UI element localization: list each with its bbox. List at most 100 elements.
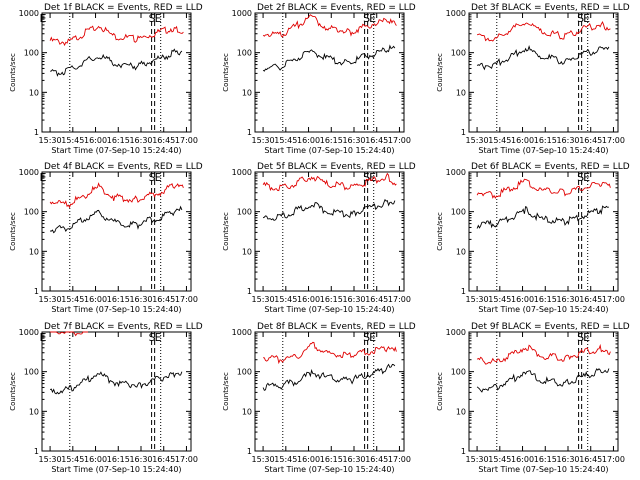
x-tick-label: 16:45 (152, 455, 175, 464)
x-tick-label: 17:00 (602, 136, 625, 145)
y-tick-label: 10 (456, 247, 466, 256)
panel-title: Det 9f BLACK = Events, RED = LLD (471, 322, 630, 332)
panel-title: Det 6f BLACK = Events, RED = LLD (471, 162, 630, 172)
panel-title: Det 4f BLACK = Events, RED = LLD (44, 162, 203, 172)
y-tick-label: 1 (461, 287, 466, 296)
x-tick-label: 15:30 (39, 295, 62, 304)
x-tick-label: 16:15 (107, 295, 130, 304)
y-tick-label: 1 (461, 128, 466, 137)
x-tick-label: 15:30 (39, 455, 62, 464)
x-tick-label: 16:15 (107, 136, 130, 145)
x-tick-label: 15:45 (274, 455, 297, 464)
x-tick-label: 16:30 (129, 455, 152, 464)
y-tick-label: 100 (24, 49, 39, 58)
x-tick-label: 16:45 (365, 295, 388, 304)
y-tick-label: 1000 (19, 328, 39, 337)
series-line-lld (476, 20, 611, 42)
x-tick-label: 16:00 (84, 136, 107, 145)
y-tick-label: 100 (237, 368, 252, 377)
x-tick-label: 16:00 (297, 136, 320, 145)
x-tick-label: 16:45 (365, 455, 388, 464)
plot-frame (468, 12, 619, 133)
x-tick-label: 15:45 (61, 136, 84, 145)
annotation-label: E (40, 171, 47, 184)
x-tick-label: 16:00 (84, 455, 107, 464)
y-axis-title: Counts/sec (436, 212, 444, 251)
y-tick-label: 10 (456, 88, 466, 97)
plot-frame (468, 331, 619, 452)
y-tick-label: 1 (34, 447, 39, 456)
x-axis-title: Start Time (07-Sep-10 15:24:40) (51, 305, 181, 314)
annotation-label: E (155, 12, 162, 25)
series-line-events (49, 371, 183, 395)
series-line-lld (262, 14, 397, 38)
y-tick-label: 1000 (446, 328, 466, 337)
y-axis-title: Counts/sec (222, 212, 230, 251)
x-tick-label: 15:30 (39, 136, 62, 145)
x-tick-label: 16:30 (556, 455, 579, 464)
x-tick-label: 15:30 (466, 455, 489, 464)
annotation-label: E (40, 12, 47, 25)
x-tick-label: 16:00 (297, 455, 320, 464)
x-tick-label: 15:45 (61, 455, 84, 464)
series-line-lld (49, 25, 184, 47)
x-tick-label: 16:00 (511, 455, 534, 464)
y-tick-label: 10 (29, 247, 39, 256)
annotation-label: E (583, 171, 590, 184)
y-tick-label: 10 (29, 407, 39, 416)
x-axis-title: Start Time (07-Sep-10 15:24:40) (264, 305, 394, 314)
x-tick-label: 17:00 (388, 136, 411, 145)
y-tick-label: 100 (451, 208, 466, 217)
x-tick-label: 16:45 (579, 295, 602, 304)
annotation-label: E (369, 331, 376, 344)
annotation-label: S (149, 12, 156, 25)
annotation-label: S (149, 331, 156, 344)
y-tick-label: 1000 (446, 9, 466, 18)
x-tick-label: 17:00 (602, 295, 625, 304)
x-tick-label: 16:30 (342, 136, 365, 145)
x-tick-label: 15:30 (252, 455, 275, 464)
x-tick-label: 16:15 (534, 295, 557, 304)
y-tick-label: 1 (34, 287, 39, 296)
y-tick-label: 10 (242, 407, 252, 416)
x-tick-label: 16:00 (84, 295, 107, 304)
plot-frame (41, 12, 192, 133)
y-tick-label: 1 (247, 128, 252, 137)
x-tick-label: 16:15 (320, 136, 343, 145)
y-tick-label: 1 (461, 447, 466, 456)
x-axis-title: Start Time (07-Sep-10 15:24:40) (478, 305, 608, 314)
y-tick-label: 10 (242, 247, 252, 256)
y-axis-title: Counts/sec (222, 372, 230, 411)
x-tick-label: 17:00 (175, 295, 198, 304)
annotation-label: E (369, 12, 376, 25)
y-tick-label: 1000 (19, 9, 39, 18)
x-tick-label: 15:30 (252, 136, 275, 145)
plot-frame (254, 171, 405, 292)
y-tick-label: 100 (24, 208, 39, 217)
annotation-label: E (583, 12, 590, 25)
series-line-events (476, 45, 610, 71)
series-line-lld (262, 172, 397, 192)
y-tick-label: 100 (237, 49, 252, 58)
x-tick-label: 16:45 (152, 136, 175, 145)
y-tick-label: 10 (29, 88, 39, 97)
series-line-events (476, 368, 610, 393)
y-tick-label: 10 (242, 88, 252, 97)
annotation-label: S (577, 171, 584, 184)
x-tick-label: 16:45 (365, 136, 388, 145)
y-tick-label: 1000 (232, 328, 252, 337)
plot-frame (254, 12, 405, 133)
x-axis-title: Start Time (07-Sep-10 15:24:40) (264, 465, 394, 474)
y-axis-title: Counts/sec (222, 53, 230, 92)
x-tick-label: 17:00 (388, 295, 411, 304)
series-line-lld (49, 182, 184, 209)
y-axis-title: Counts/sec (436, 372, 444, 411)
annotation-label: S (363, 171, 370, 184)
annotation-label: E (369, 171, 376, 184)
